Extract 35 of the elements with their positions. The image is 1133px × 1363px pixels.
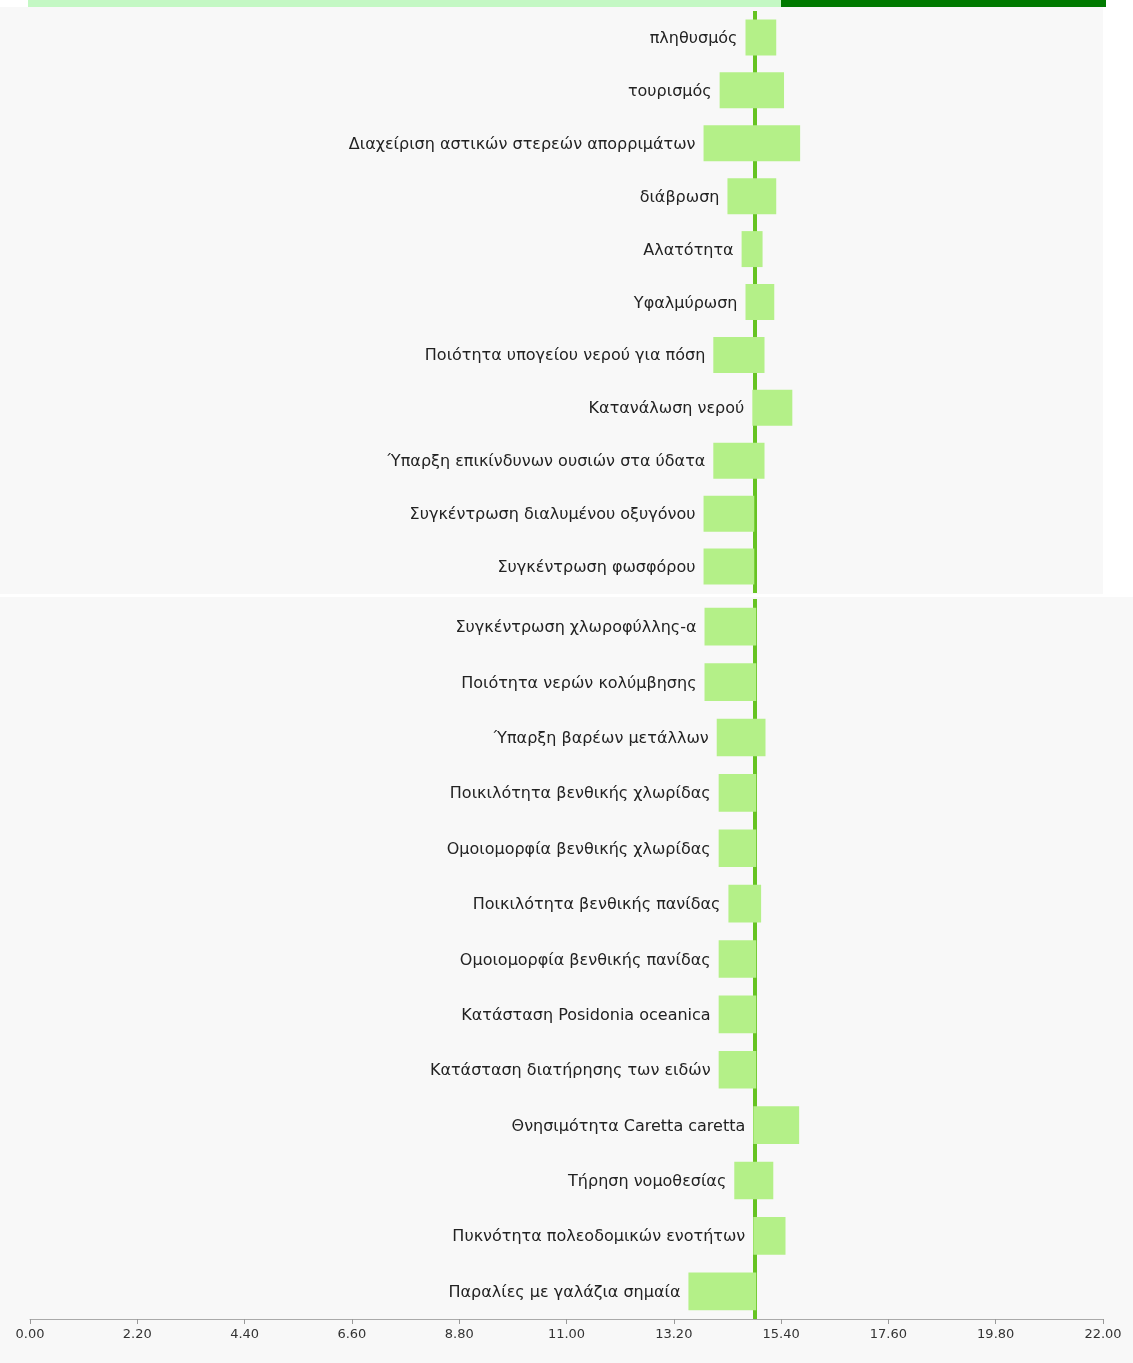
x-tick-label: 11.00 bbox=[547, 1326, 586, 1341]
x-tick-label: 13.20 bbox=[655, 1326, 693, 1341]
category-label: πληθυσμός bbox=[649, 27, 738, 47]
y-tick-label: Τήρηση νομοθεσίας bbox=[567, 1171, 727, 1191]
y-tick-label: Κατάσταση διατήρησης των ειδών bbox=[429, 1060, 711, 1080]
category-label: Συγκέντρωση φωσφόρου bbox=[497, 557, 696, 577]
y-tick-label: Κατάσταση Posidonia oceanica bbox=[461, 1004, 711, 1024]
y-tick-label: Θνησιμότητα Caretta caretta bbox=[511, 1115, 746, 1135]
x-tick-label: 0.00 bbox=[15, 1326, 45, 1341]
x-tick-label: 6.60 bbox=[337, 1326, 367, 1341]
y-tick-label: Πυκνότητα πολεοδομικών ενοτήτων bbox=[452, 1226, 746, 1246]
x-tick-label: 2.20 bbox=[122, 1326, 152, 1341]
y-tick-label: Ποιότητα νερών κολύμβησης bbox=[461, 672, 697, 692]
y-tick-label: Ποικιλότητα βενθικής χλωρίδας bbox=[449, 783, 711, 803]
category-label: Ύπαρξη επικίνδυνων ουσιών στα ύδατα bbox=[387, 451, 706, 471]
x-tick-label: 15.40 bbox=[762, 1326, 800, 1341]
category-label: Διαχείριση αστικών στερεών απορριμάτων bbox=[348, 133, 696, 153]
category-label: Αλατότητα bbox=[643, 239, 734, 259]
y-tick-label: Ύπαρξη βαρέων μετάλλων bbox=[492, 727, 709, 747]
x-tick-label: 8.80 bbox=[444, 1326, 474, 1341]
y-tick-label: Ομοιομορφία βενθικής χλωρίδας bbox=[446, 838, 711, 858]
y-tick-label: Παραλίες με γαλάζια σημαία bbox=[448, 1281, 681, 1301]
y-tick-label: Συγκέντρωση χλωροφύλλης-α bbox=[455, 617, 697, 637]
x-tick-label: 19.80 bbox=[977, 1326, 1015, 1341]
y-tick-label: Ομοιομορφία βενθικής πανίδας bbox=[459, 949, 711, 969]
y-tick-label: Ποικιλότητα βενθικής πανίδας bbox=[472, 894, 721, 914]
category-label: Συγκέντρωση διαλυμένου οξυγόνου bbox=[409, 504, 696, 524]
category-label: Ποιότητα υπογείου νερού για πόση bbox=[424, 345, 706, 365]
x-tick-label: 17.60 bbox=[869, 1326, 908, 1341]
x-tick-label: 22.00 bbox=[1084, 1326, 1122, 1341]
category-label: τουρισμός bbox=[627, 80, 712, 100]
x-tick-label: 4.40 bbox=[230, 1326, 260, 1341]
category-label: Κατανάλωση νερού bbox=[588, 398, 745, 418]
category-label: διάβρωση bbox=[639, 186, 720, 206]
category-label: Υφαλμύρωση bbox=[633, 292, 738, 312]
